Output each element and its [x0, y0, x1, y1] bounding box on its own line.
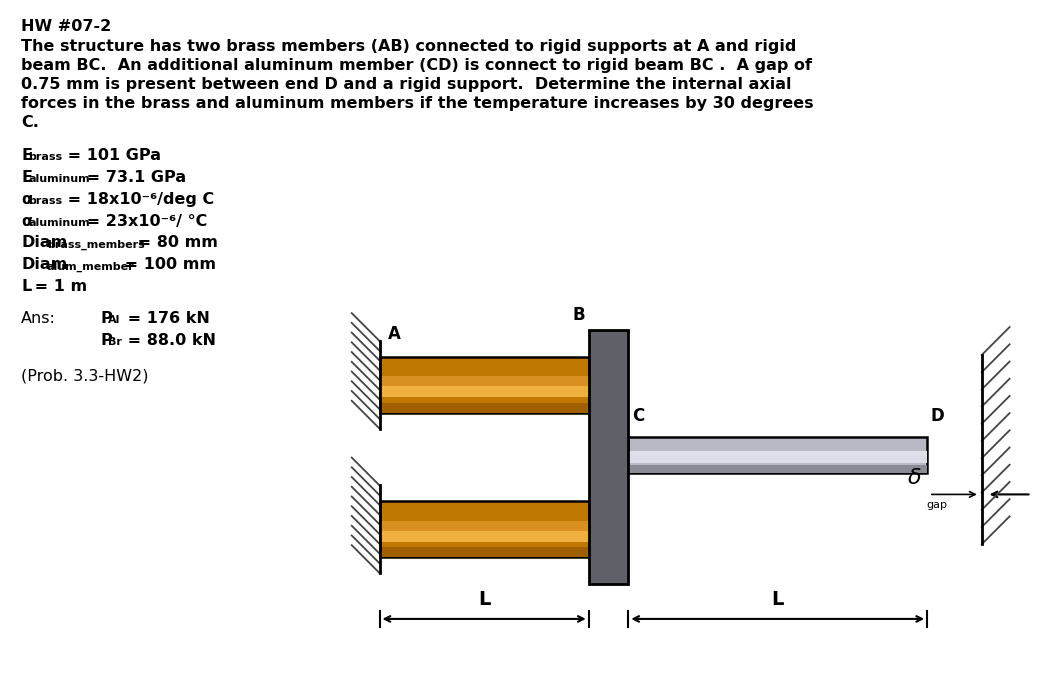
- Text: E: E: [21, 148, 32, 163]
- Bar: [380, 403, 589, 413]
- Text: E: E: [21, 169, 32, 185]
- Text: The structure has two brass members (AB) connected to rigid supports at A and ri: The structure has two brass members (AB)…: [21, 39, 797, 54]
- Text: = 100 mm: = 100 mm: [119, 257, 216, 273]
- Text: Br: Br: [108, 337, 122, 347]
- Text: A: A: [388, 325, 400, 343]
- Text: 0.75 mm is present between end D and a rigid support.  Determine the internal ax: 0.75 mm is present between end D and a r…: [21, 77, 791, 92]
- Text: Diam: Diam: [21, 257, 68, 273]
- Text: P: P: [101, 333, 112, 348]
- Text: L: L: [478, 590, 490, 609]
- Text: P: P: [101, 311, 112, 326]
- Text: = 23x10⁻⁶/ °C: = 23x10⁻⁶/ °C: [81, 213, 208, 229]
- Text: aluminum: aluminum: [28, 174, 90, 184]
- Bar: [380, 521, 589, 530]
- Bar: [628, 451, 927, 455]
- Text: beam BC.  An additional aluminum member (CD) is connect to rigid beam BC .  A ga: beam BC. An additional aluminum member (…: [21, 58, 812, 73]
- Bar: [589, 330, 628, 584]
- Text: brass: brass: [28, 196, 62, 206]
- Text: D: D: [931, 406, 944, 424]
- Text: = 101 GPa: = 101 GPa: [61, 148, 161, 163]
- Bar: [380, 357, 589, 413]
- Text: brass: brass: [28, 152, 62, 162]
- Text: (Prob. 3.3-HW2): (Prob. 3.3-HW2): [21, 369, 149, 384]
- Text: aluminum: aluminum: [28, 217, 90, 227]
- Bar: [380, 376, 589, 386]
- Text: = 18x10⁻⁶/deg C: = 18x10⁻⁶/deg C: [61, 192, 214, 206]
- Text: brass_members: brass_members: [47, 240, 145, 250]
- Text: α: α: [21, 192, 32, 206]
- Bar: [628, 436, 927, 473]
- Text: $\delta$: $\delta$: [908, 468, 922, 489]
- Text: B: B: [572, 306, 584, 324]
- Text: forces in the brass and aluminum members if the temperature increases by 30 degr: forces in the brass and aluminum members…: [21, 96, 814, 111]
- Text: = 176 kN: = 176 kN: [122, 311, 210, 326]
- Text: = 73.1 GPa: = 73.1 GPa: [81, 169, 186, 185]
- Text: L: L: [772, 590, 784, 609]
- Bar: [380, 528, 589, 542]
- Text: = 1 m: = 1 m: [29, 279, 87, 294]
- Text: = 88.0 kN: = 88.0 kN: [122, 333, 216, 348]
- Bar: [380, 383, 589, 397]
- Bar: [628, 466, 927, 473]
- Bar: [628, 454, 927, 463]
- Text: HW #07-2: HW #07-2: [21, 20, 111, 34]
- Text: L: L: [21, 279, 31, 294]
- Bar: [380, 501, 589, 557]
- Text: gap: gap: [926, 500, 947, 510]
- Text: = 80 mm: = 80 mm: [132, 236, 217, 250]
- Text: Al: Al: [108, 315, 121, 325]
- Text: Diam: Diam: [21, 236, 68, 250]
- Text: C.: C.: [21, 115, 40, 130]
- Text: Ans:: Ans:: [21, 311, 56, 326]
- Text: alum_member: alum_member: [47, 261, 134, 272]
- Bar: [380, 547, 589, 557]
- Text: α: α: [21, 213, 32, 229]
- Text: C: C: [632, 406, 645, 424]
